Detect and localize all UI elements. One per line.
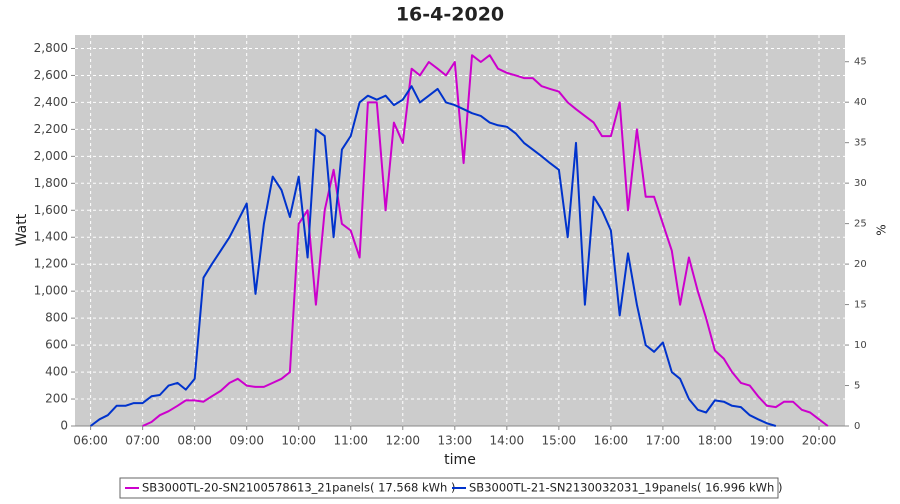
y2-tick-label: 5 bbox=[854, 381, 860, 392]
x-tick-label: 11:00 bbox=[333, 434, 368, 448]
y-tick-label: 2,000 bbox=[34, 149, 68, 163]
y-tick-label: 1,000 bbox=[34, 284, 68, 298]
x-axis-label: time bbox=[444, 452, 476, 468]
x-tick-label: 16:00 bbox=[594, 434, 629, 448]
y-tick-label: 1,200 bbox=[34, 257, 68, 271]
y2-tick-label: 20 bbox=[854, 259, 867, 270]
y-tick-label: 400 bbox=[45, 365, 68, 379]
y2-tick-label: 15 bbox=[854, 300, 867, 311]
x-tick-label: 18:00 bbox=[698, 434, 733, 448]
y-tick-label: 2,800 bbox=[34, 41, 68, 55]
x-tick-label: 10:00 bbox=[281, 434, 316, 448]
x-tick-label: 17:00 bbox=[646, 434, 681, 448]
y-tick-label: 800 bbox=[45, 311, 68, 325]
y-tick-label: 1,800 bbox=[34, 176, 68, 190]
plot-area bbox=[75, 35, 845, 426]
y-axis-label: Watt bbox=[14, 213, 30, 246]
y2-tick-label: 30 bbox=[854, 178, 867, 189]
x-tick-label: 19:00 bbox=[750, 434, 785, 448]
y2-tick-label: 25 bbox=[854, 219, 867, 230]
x-tick-label: 12:00 bbox=[385, 434, 420, 448]
legend-label: SB3000TL-20-SN2100578613_21panels( 17.56… bbox=[142, 481, 455, 495]
y-tick-label: 2,600 bbox=[34, 68, 68, 82]
y-tick-label: 600 bbox=[45, 338, 68, 352]
y2-tick-label: 0 bbox=[854, 421, 860, 432]
y2-axis-label: % bbox=[875, 224, 889, 235]
x-tick-label: 20:00 bbox=[802, 434, 837, 448]
x-tick-label: 09:00 bbox=[229, 434, 264, 448]
x-tick-label: 15:00 bbox=[542, 434, 577, 448]
x-tick-label: 07:00 bbox=[125, 434, 160, 448]
y-tick-label: 200 bbox=[45, 392, 68, 406]
x-tick-label: 14:00 bbox=[490, 434, 525, 448]
y2-tick-label: 45 bbox=[854, 57, 867, 68]
y-tick-label: 2,400 bbox=[34, 95, 68, 109]
x-tick-label: 08:00 bbox=[177, 434, 212, 448]
y2-tick-label: 10 bbox=[854, 340, 867, 351]
x-tick-label: 06:00 bbox=[73, 434, 108, 448]
legend bbox=[119, 477, 779, 499]
legend-label: SB3000TL-21-SN2130032031_19panels( 16.99… bbox=[469, 481, 782, 495]
y2-tick-label: 35 bbox=[854, 138, 867, 149]
series-line bbox=[142, 54, 829, 427]
chart-title: 16-4-2020 bbox=[396, 4, 504, 26]
y-tick-label: 2,200 bbox=[34, 122, 68, 136]
series-line bbox=[89, 85, 777, 427]
y2-tick-label: 40 bbox=[854, 97, 867, 108]
y-tick-label: 0 bbox=[60, 419, 68, 433]
y-tick-label: 1,400 bbox=[34, 230, 68, 244]
x-tick-label: 13:00 bbox=[438, 434, 473, 448]
y-tick-label: 1,600 bbox=[34, 203, 68, 217]
